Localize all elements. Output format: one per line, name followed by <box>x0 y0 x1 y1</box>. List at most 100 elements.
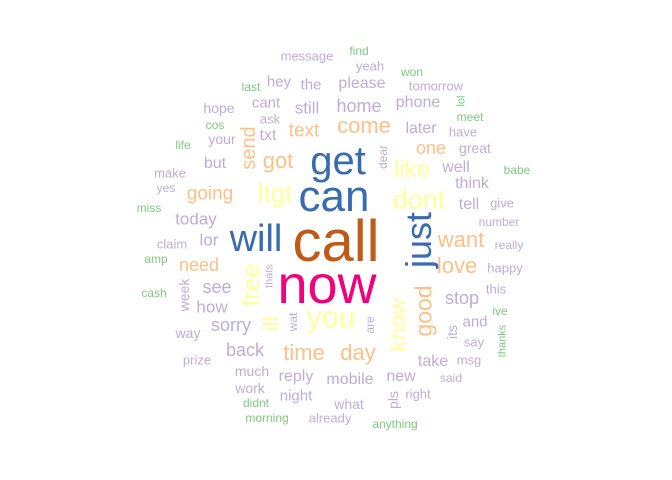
word-happy: happy <box>487 260 523 276</box>
word-got: got <box>262 148 294 173</box>
word-night: night <box>279 387 313 405</box>
word-home: home <box>336 96 382 116</box>
word-please: please <box>338 75 386 92</box>
word-your: your <box>208 131 236 147</box>
word-cash: cash <box>141 286 167 300</box>
word-stop: stop <box>444 288 480 308</box>
word-but: but <box>203 155 227 172</box>
word-sorry: sorry <box>211 315 251 335</box>
word-yes: yes <box>156 181 176 195</box>
word-its: its <box>444 325 460 339</box>
word-reply: reply <box>278 368 314 385</box>
word-really: really <box>494 238 524 252</box>
word-hope: hope <box>203 100 235 116</box>
word-wat: wat <box>286 312 300 332</box>
word-back: back <box>225 340 265 360</box>
word-have: have <box>448 124 478 140</box>
word-think: think <box>455 175 489 192</box>
word-prize: prize <box>182 352 212 368</box>
word-one: one <box>415 138 447 158</box>
word-today: today <box>175 209 217 229</box>
word-will: will <box>229 218 283 260</box>
word-miss: miss <box>136 201 162 215</box>
word-week: week <box>176 278 192 312</box>
word-know: know <box>384 298 411 352</box>
word-going: going <box>186 183 234 205</box>
word-won: won <box>400 65 424 79</box>
word-like: like <box>393 156 431 183</box>
word-say: say <box>463 334 485 350</box>
word-txt: txt <box>259 127 277 144</box>
word-later: later <box>405 120 437 137</box>
word-phone: phone <box>395 94 441 111</box>
word-need: need <box>178 255 220 275</box>
word-pls: pls <box>385 391 401 409</box>
word-tell: tell <box>458 196 480 213</box>
word-get: get <box>310 139 366 183</box>
word-dear: dear <box>376 144 390 170</box>
word-dont: dont <box>392 184 446 215</box>
word-call: call <box>292 209 380 274</box>
word-love: love <box>436 253 478 278</box>
word-free: free <box>237 263 266 307</box>
word-lol: lol <box>455 95 468 107</box>
word-message: message <box>280 48 334 64</box>
word-much: much <box>234 363 270 379</box>
word-amp: amp <box>144 252 168 266</box>
word-come: come <box>337 113 391 138</box>
word-cos: cos <box>205 118 225 132</box>
word-text: text <box>288 120 320 142</box>
word-ltgt: ltgt <box>257 178 293 208</box>
word-ill: ill <box>258 316 283 332</box>
word-time: time <box>283 340 325 365</box>
word-babe: babe <box>503 163 531 177</box>
word-want: want <box>437 227 485 252</box>
word-now: now <box>277 255 377 315</box>
word-just: just <box>398 211 439 269</box>
word-last: last <box>241 80 261 94</box>
word-thats: thats <box>263 264 276 288</box>
word-msg: msg <box>456 352 482 368</box>
word-what: what <box>334 396 364 412</box>
word-great: great <box>459 140 491 156</box>
word-life: life <box>175 138 191 152</box>
word-you: you <box>306 301 356 334</box>
word-thanks: thanks <box>496 324 509 358</box>
word-the: the <box>300 76 322 94</box>
word-can: can <box>298 172 370 221</box>
word-well: well <box>442 159 470 176</box>
word-send: send <box>238 126 260 170</box>
word-mobile: mobile <box>326 371 374 388</box>
word-number: number <box>478 215 520 229</box>
word-tomorrow: tomorrow <box>408 78 464 94</box>
word-make: make <box>154 165 186 181</box>
word-still: still <box>294 98 320 118</box>
word-yeah: yeah <box>355 58 385 74</box>
word-see: see <box>202 277 232 297</box>
word-are: are <box>363 316 377 334</box>
word-right: right <box>405 386 431 402</box>
word-meet: meet <box>456 110 484 124</box>
word-didnt: didnt <box>242 396 270 410</box>
word-this: this <box>485 281 507 297</box>
word-day: day <box>340 340 376 365</box>
word-lor: lor <box>199 230 219 250</box>
word-ask: ask <box>259 111 281 127</box>
word-anything: anything <box>372 417 418 431</box>
word-give: give <box>490 195 514 211</box>
word-cant: cant <box>251 94 281 112</box>
word-how: how <box>196 297 228 317</box>
word-said: said <box>439 371 463 385</box>
word-already: already <box>308 410 352 426</box>
word-ive: ive <box>492 304 508 318</box>
word-work: work <box>235 380 265 396</box>
word-way: way <box>175 325 201 341</box>
word-hey: hey <box>266 73 292 91</box>
word-and: and <box>462 313 488 331</box>
word-good: good <box>410 285 437 337</box>
word-find: find <box>349 44 369 58</box>
word-new: new <box>386 368 416 385</box>
word-take: take <box>417 353 449 370</box>
word-claim: claim <box>156 236 188 252</box>
